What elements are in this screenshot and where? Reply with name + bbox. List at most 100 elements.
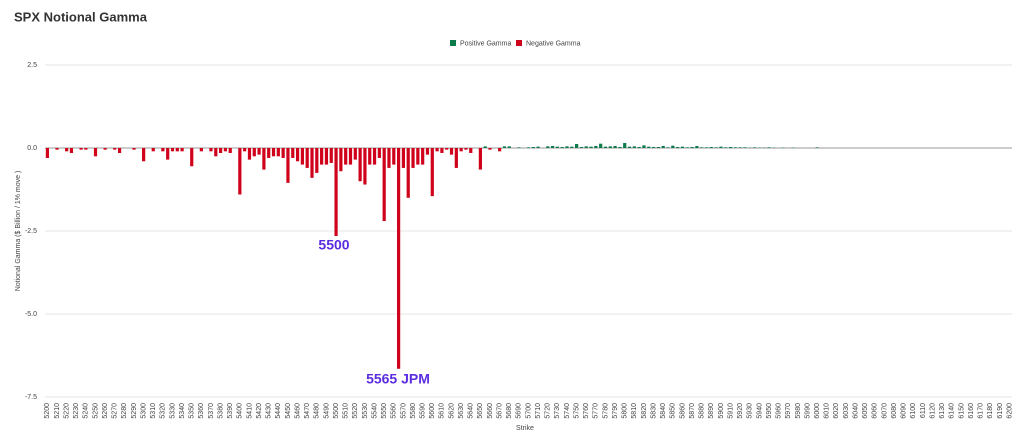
bar <box>65 148 69 152</box>
bar <box>271 148 276 157</box>
x-tick-label: 5400 <box>237 403 244 419</box>
bar <box>584 146 588 148</box>
y-tick-label: 0.0 <box>27 145 37 152</box>
bar <box>661 146 665 148</box>
x-tick-label: 5240 <box>83 403 90 419</box>
bar <box>421 148 425 165</box>
x-tick-label: 5350 <box>189 403 196 419</box>
bar <box>671 145 675 148</box>
x-tick-label: 5990 <box>804 403 811 419</box>
bar <box>608 146 612 148</box>
bar <box>507 146 511 148</box>
x-tick-label: 5530 <box>362 403 369 419</box>
x-tick-label: 5850 <box>670 403 677 419</box>
bar <box>406 148 410 198</box>
y-tick-label: -5.0 <box>25 311 37 318</box>
legend-label: Positive Gamma <box>460 40 511 47</box>
x-tick-label: 5730 <box>554 403 561 419</box>
bar <box>440 148 444 153</box>
annotation: 5565 JPM <box>366 371 430 387</box>
bar <box>502 146 507 148</box>
x-tick-label: 5370 <box>208 403 215 419</box>
bar <box>392 148 396 165</box>
bar <box>247 148 252 160</box>
bar <box>300 148 304 165</box>
bar <box>632 146 636 148</box>
bar <box>531 147 535 148</box>
bar <box>209 148 213 152</box>
bar <box>714 147 718 148</box>
x-tick-label: 5830 <box>650 403 657 419</box>
x-tick-label: 5330 <box>169 403 176 419</box>
bar <box>262 148 266 170</box>
bar <box>252 148 256 157</box>
bar <box>666 147 670 148</box>
bar <box>286 148 290 183</box>
x-tick-label: 5970 <box>785 403 792 419</box>
x-tick-label: 5260 <box>102 403 109 419</box>
x-tick-label: 5950 <box>766 403 773 419</box>
bar <box>363 148 367 185</box>
x-tick-label: 6200 <box>1006 403 1013 419</box>
x-tick-label: 6190 <box>997 403 1004 419</box>
x-tick-label: 5910 <box>727 403 734 419</box>
x-tick-label: 5860 <box>679 403 686 419</box>
bar <box>637 147 641 148</box>
x-tick-label: 5340 <box>179 403 186 419</box>
x-tick-label: 5540 <box>371 403 378 419</box>
x-tick-label: 5750 <box>573 403 580 419</box>
bar <box>815 147 819 148</box>
bar <box>478 148 482 170</box>
bar <box>767 147 771 148</box>
bar <box>753 147 757 148</box>
bar <box>166 148 170 160</box>
bar <box>700 147 704 148</box>
x-tick-label: 6110 <box>920 403 927 418</box>
x-tick-label: 6130 <box>939 403 946 419</box>
x-tick-label: 5880 <box>699 403 706 419</box>
bar <box>190 148 194 167</box>
bar <box>445 148 449 150</box>
bar <box>142 148 146 162</box>
bar <box>295 148 300 162</box>
x-tick-label: 5920 <box>737 403 744 419</box>
bar <box>416 148 420 165</box>
bar <box>45 148 50 158</box>
x-tick-label: 5600 <box>429 403 436 419</box>
x-tick-label: 5510 <box>343 403 350 419</box>
bar <box>603 146 608 148</box>
x-tick-label: 5620 <box>448 403 455 419</box>
x-tick-label: 5460 <box>294 403 301 419</box>
bar <box>690 147 694 148</box>
bar <box>733 147 737 148</box>
bar <box>368 148 372 165</box>
bar <box>218 148 223 153</box>
bar <box>623 143 627 148</box>
x-tick-label: 5310 <box>150 403 157 419</box>
x-tick-label: 5560 <box>391 403 398 419</box>
bar <box>170 148 175 152</box>
x-tick-label: 5470 <box>304 403 311 419</box>
bar <box>594 146 598 148</box>
x-tick-label: 5580 <box>410 403 417 419</box>
x-tick-label: 5380 <box>217 403 224 419</box>
bar <box>358 148 362 182</box>
bar <box>430 148 434 197</box>
bar <box>459 148 463 152</box>
y-tick-label: 2.5 <box>27 62 37 69</box>
x-tick-label: 5210 <box>54 403 61 419</box>
x-tick-label: 5270 <box>112 403 119 419</box>
x-tick-label: 5930 <box>747 403 754 419</box>
x-tick-label: 5780 <box>602 403 609 419</box>
bar <box>570 146 574 148</box>
bar <box>676 147 680 148</box>
x-tick-label: 5660 <box>487 403 494 419</box>
bar <box>79 148 83 150</box>
legend: Positive Gamma Negative Gamma <box>450 40 581 47</box>
bar <box>411 148 415 168</box>
bar <box>469 148 473 153</box>
x-tick-label: 5890 <box>708 403 715 419</box>
x-tick-label: 6040 <box>852 403 859 419</box>
y-tick-label: -7.5 <box>25 394 37 401</box>
x-tick-label: 5300 <box>140 403 147 419</box>
